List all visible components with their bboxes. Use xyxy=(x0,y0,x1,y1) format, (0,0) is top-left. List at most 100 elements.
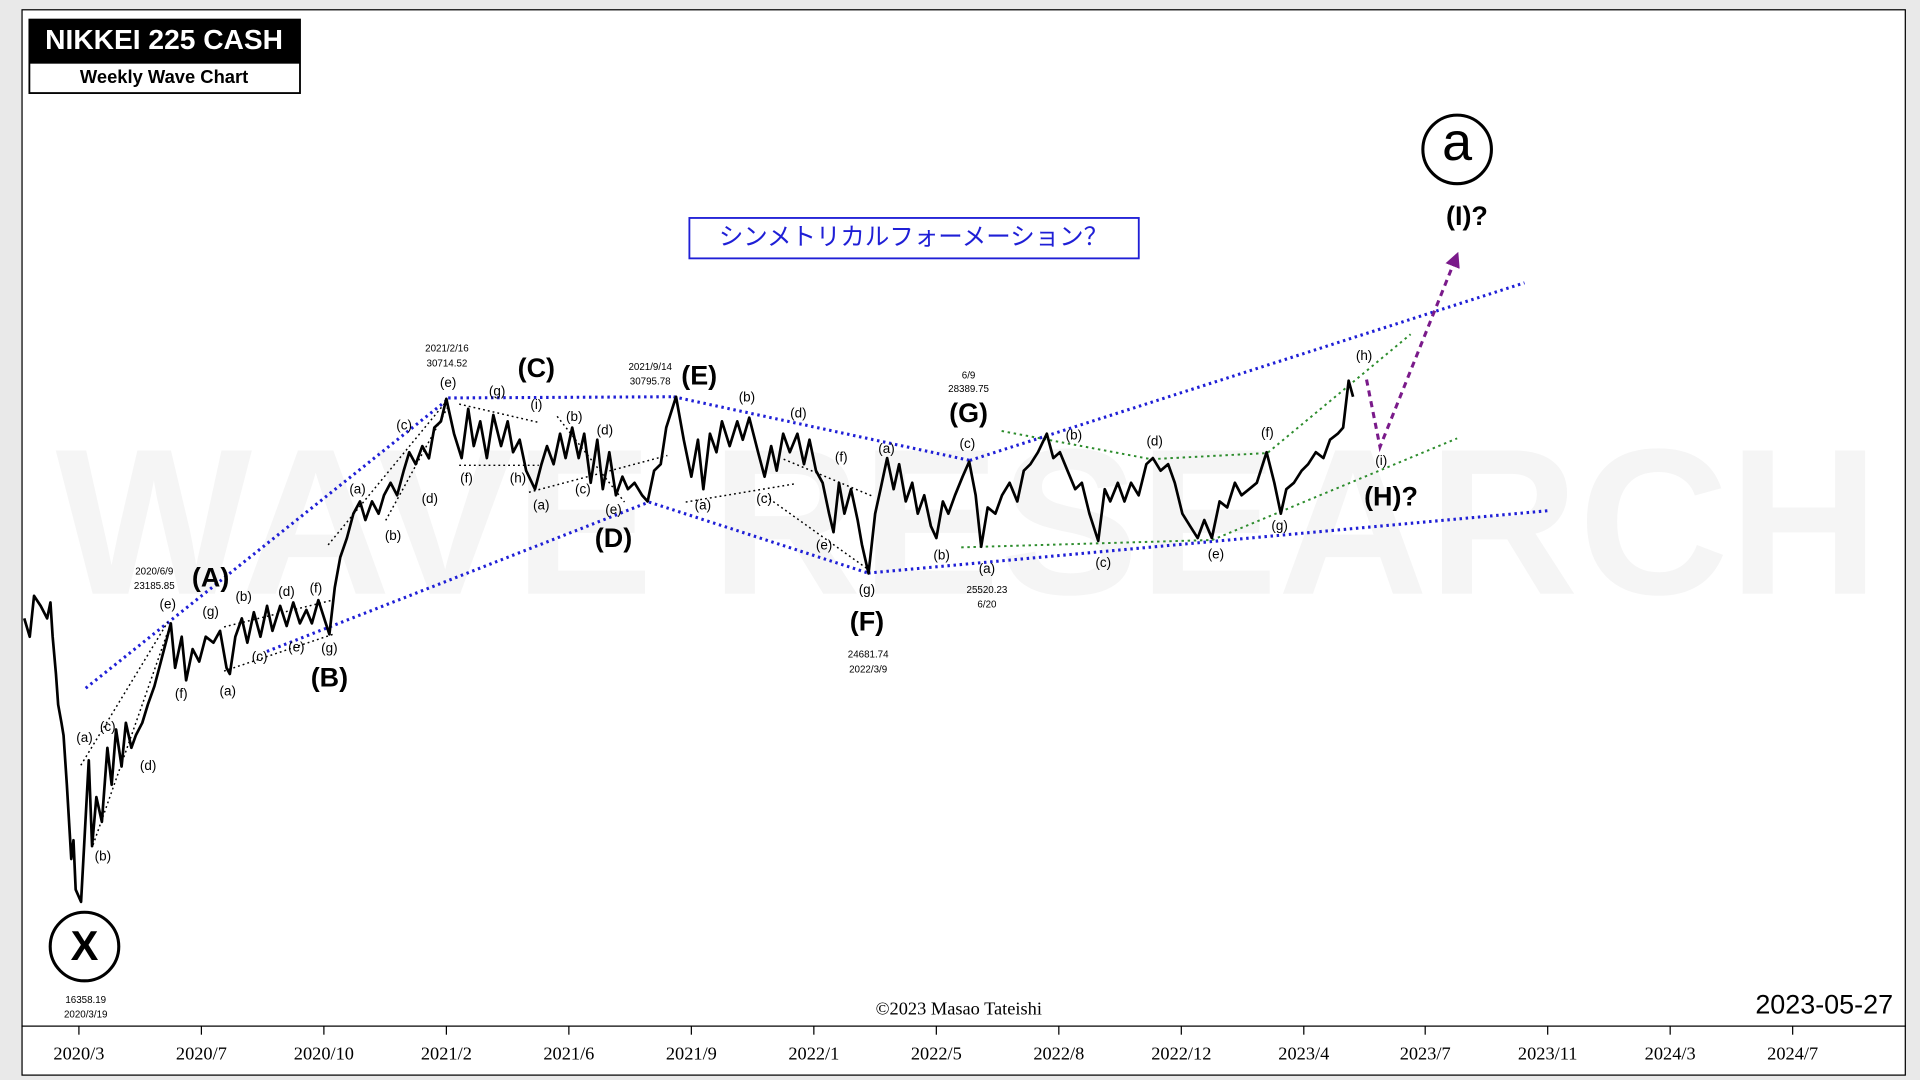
price-note: 2020/6/9 xyxy=(135,566,173,577)
price-note: 2021/2/16 xyxy=(425,344,469,355)
sub-wave-label: (d) xyxy=(278,584,294,599)
x-tick-label: 2020/7 xyxy=(176,1044,227,1064)
sub-wave-label: (h) xyxy=(1356,348,1372,363)
sub-wave-label: (a) xyxy=(979,561,995,576)
sub-wave-label: (c) xyxy=(100,719,116,734)
trend-line xyxy=(84,397,450,690)
projection-arrow xyxy=(1365,251,1460,453)
trend-line xyxy=(764,495,869,570)
price-note: 28389.75 xyxy=(948,384,989,395)
sub-wave-label: (d) xyxy=(140,758,156,773)
title-band xyxy=(29,19,300,64)
sub-wave-label: (e) xyxy=(605,502,621,517)
sub-wave-label: (c) xyxy=(1095,555,1111,570)
trend-line xyxy=(969,281,1525,462)
wave-label: (B) xyxy=(311,663,348,693)
x-axis-strip xyxy=(21,1025,1906,1076)
x-tick-label: 2024/7 xyxy=(1767,1044,1818,1064)
chart-date: 2023-05-27 xyxy=(1755,990,1893,1020)
title-box: NIKKEI 225 CASH Weekly Wave Chart xyxy=(28,18,301,94)
sub-wave-label: (c) xyxy=(252,649,268,664)
sub-wave-label: (e) xyxy=(816,538,832,553)
wave-label: (G) xyxy=(949,398,988,428)
plot-frame xyxy=(21,9,1906,1027)
price-note: 6/20 xyxy=(977,599,997,610)
x-tick-label: 2020/10 xyxy=(294,1044,354,1064)
x-tick-label: 2020/3 xyxy=(53,1044,104,1064)
price-note: 6/9 xyxy=(962,371,976,382)
sub-wave-label: (e) xyxy=(1208,546,1224,561)
trend-line xyxy=(528,454,668,493)
sub-wave-label: (i) xyxy=(530,397,542,412)
trend-line xyxy=(685,482,797,503)
price-note: 2020/3/19 xyxy=(64,1010,108,1021)
sub-wave-label: (h) xyxy=(510,470,526,485)
price-note: 2021/9/14 xyxy=(628,362,672,373)
sub-wave-label: (a) xyxy=(220,683,236,698)
sub-wave-label: (c) xyxy=(396,418,412,433)
x-tick-label: 2021/6 xyxy=(543,1044,594,1064)
sub-wave-label: (a) xyxy=(878,441,894,456)
circle-marker xyxy=(1421,113,1493,186)
x-tick-label: 2022/8 xyxy=(1033,1044,1084,1064)
sub-wave-label: (d) xyxy=(597,423,613,438)
note-text: シンメトリカルフォーメーション？ xyxy=(719,224,1108,251)
trend-line xyxy=(961,437,1458,549)
sub-wave-label: (b) xyxy=(566,409,582,424)
sub-wave-label: (a) xyxy=(533,497,549,512)
sub-wave-label: (b) xyxy=(933,547,949,562)
trend-line xyxy=(448,395,674,400)
sub-wave-label: (f) xyxy=(460,470,473,485)
price-note: 30714.52 xyxy=(427,358,468,369)
sub-wave-label: (f) xyxy=(310,581,323,596)
sub-wave-label: (e) xyxy=(440,375,456,390)
sub-wave-label: (c) xyxy=(575,481,591,496)
sub-wave-label: (d) xyxy=(1146,434,1162,449)
chart-subtitle: Weekly Wave Chart xyxy=(80,66,248,87)
wave-label: (D) xyxy=(595,523,632,553)
price-note: 16358.19 xyxy=(65,995,106,1006)
sub-wave-label: (d) xyxy=(422,491,438,506)
trend-line xyxy=(1001,333,1412,461)
sub-wave-label: (c) xyxy=(960,436,976,451)
sub-wave-label: (e) xyxy=(160,596,176,611)
sub-wave-label: (g) xyxy=(1271,518,1287,533)
sub-wave-label: (c) xyxy=(756,491,772,506)
sub-wave-label: (b) xyxy=(739,390,755,405)
x-tick-label: 2022/5 xyxy=(911,1044,962,1064)
price-note: 24681.74 xyxy=(848,650,889,661)
x-tick-label: 2022/1 xyxy=(788,1044,839,1064)
sub-wave-label: (a) xyxy=(76,730,92,745)
sub-wave-label: (d) xyxy=(790,405,806,420)
trend-line xyxy=(673,395,971,462)
wave-label: (F) xyxy=(850,606,884,636)
sub-wave-label: (g) xyxy=(202,604,218,619)
sub-wave-label: (b) xyxy=(235,589,251,604)
sub-wave-label: (a) xyxy=(695,497,711,512)
sub-wave-label: (b) xyxy=(95,849,111,864)
sub-wave-label: (i) xyxy=(1375,453,1387,468)
trend-line xyxy=(868,509,1550,575)
price-line xyxy=(22,379,1355,904)
x-tick-label: 2022/12 xyxy=(1151,1044,1211,1064)
wave-label: (I)? xyxy=(1446,201,1488,231)
sub-wave-label: (g) xyxy=(321,641,337,656)
sub-wave-label: (g) xyxy=(859,582,875,597)
circle-label: a xyxy=(1442,112,1472,172)
wave-label: (E) xyxy=(681,360,717,390)
circle-marker xyxy=(48,910,121,983)
wave-label: (C) xyxy=(518,353,555,383)
note-box xyxy=(688,217,1140,260)
trend-line xyxy=(223,599,334,628)
watermark: WAVE RESEARCH xyxy=(56,407,1880,639)
wave-label: (A) xyxy=(192,562,229,592)
price-note: 25520.23 xyxy=(967,585,1008,596)
circle-label: X xyxy=(71,922,99,969)
trend-line xyxy=(648,500,869,575)
trend-line xyxy=(783,458,873,497)
trend-line xyxy=(459,403,539,424)
x-tick-label: 2023/4 xyxy=(1278,1044,1329,1064)
price-note: 30795.78 xyxy=(630,377,671,388)
x-tick-label: 2023/11 xyxy=(1518,1044,1578,1064)
